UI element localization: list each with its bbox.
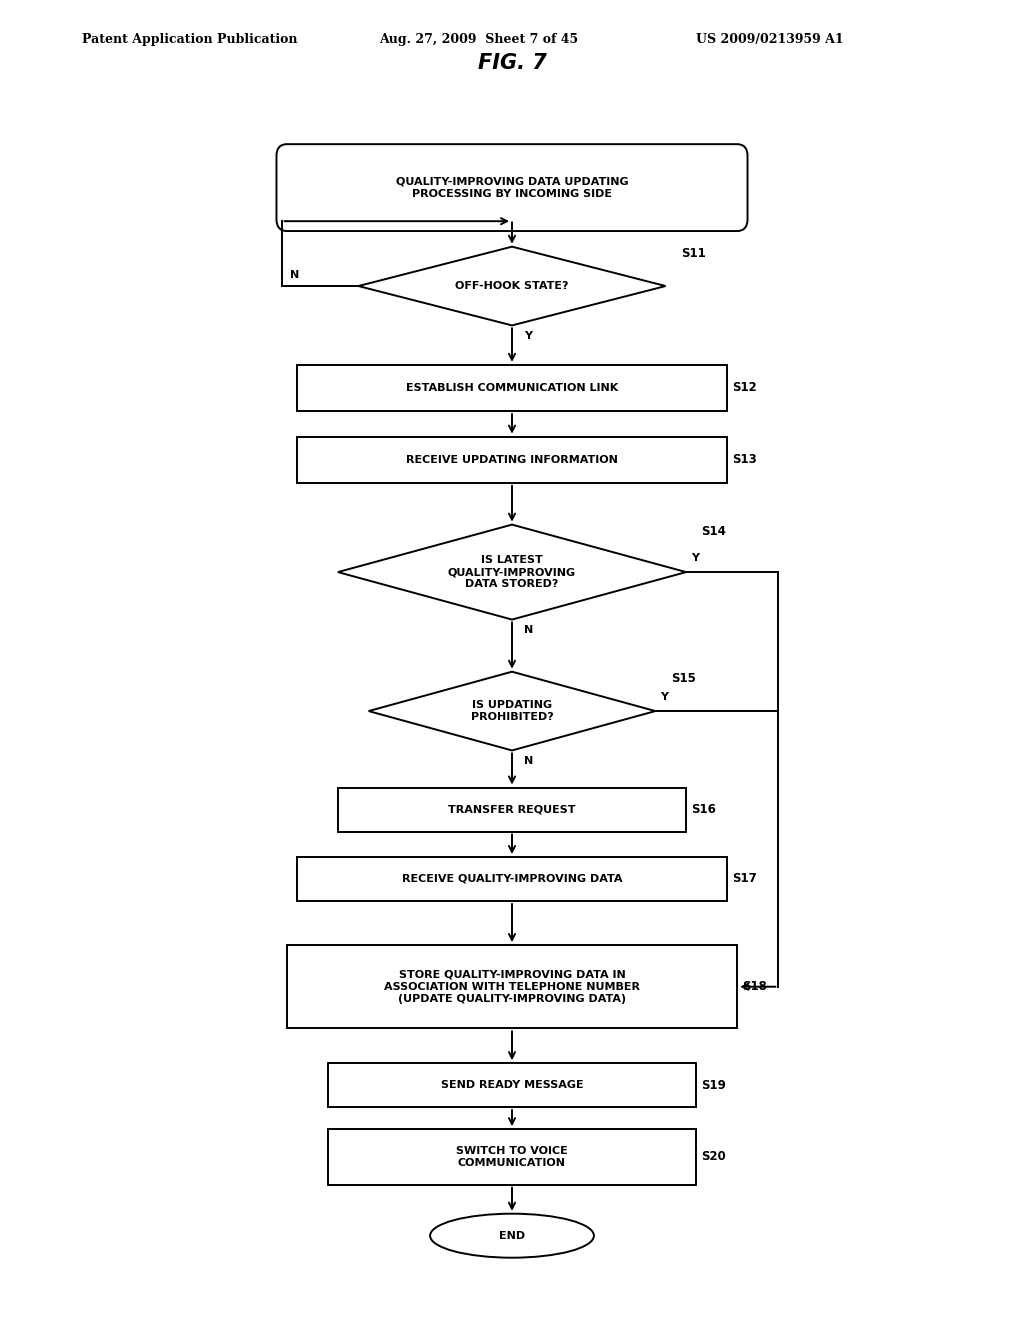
Polygon shape xyxy=(338,524,686,619)
Text: S19: S19 xyxy=(701,1078,726,1092)
Text: S20: S20 xyxy=(701,1151,726,1163)
Polygon shape xyxy=(358,247,666,326)
Bar xyxy=(297,364,727,411)
Bar xyxy=(338,788,686,832)
Ellipse shape xyxy=(430,1213,594,1258)
Text: N: N xyxy=(524,626,534,635)
Text: S13: S13 xyxy=(732,453,757,466)
Text: END: END xyxy=(499,1230,525,1241)
Text: STORE QUALITY-IMPROVING DATA IN
ASSOCIATION WITH TELEPHONE NUMBER
(UPDATE QUALIT: STORE QUALITY-IMPROVING DATA IN ASSOCIAT… xyxy=(384,970,640,1003)
Text: S15: S15 xyxy=(671,672,695,685)
Bar xyxy=(328,1129,696,1185)
Text: SWITCH TO VOICE
COMMUNICATION: SWITCH TO VOICE COMMUNICATION xyxy=(456,1146,568,1168)
Text: RECEIVE UPDATING INFORMATION: RECEIVE UPDATING INFORMATION xyxy=(407,455,617,465)
Text: S18: S18 xyxy=(742,981,767,993)
Text: SEND READY MESSAGE: SEND READY MESSAGE xyxy=(440,1080,584,1090)
Bar xyxy=(297,437,727,483)
Text: Y: Y xyxy=(691,553,699,562)
FancyBboxPatch shape xyxy=(276,144,748,231)
Text: Patent Application Publication: Patent Application Publication xyxy=(82,33,297,46)
Bar xyxy=(328,1063,696,1107)
Text: S14: S14 xyxy=(701,524,726,537)
Text: US 2009/0213959 A1: US 2009/0213959 A1 xyxy=(696,33,844,46)
Text: Y: Y xyxy=(524,331,532,341)
Bar xyxy=(297,857,727,902)
Text: S17: S17 xyxy=(732,873,757,886)
Text: S12: S12 xyxy=(732,381,757,395)
Text: ESTABLISH COMMUNICATION LINK: ESTABLISH COMMUNICATION LINK xyxy=(406,383,618,393)
Text: Aug. 27, 2009  Sheet 7 of 45: Aug. 27, 2009 Sheet 7 of 45 xyxy=(379,33,578,46)
Text: Y: Y xyxy=(660,692,669,702)
Text: OFF-HOOK STATE?: OFF-HOOK STATE? xyxy=(456,281,568,290)
Text: RECEIVE QUALITY-IMPROVING DATA: RECEIVE QUALITY-IMPROVING DATA xyxy=(401,874,623,884)
Text: IS UPDATING
PROHIBITED?: IS UPDATING PROHIBITED? xyxy=(471,700,553,722)
Bar xyxy=(287,945,737,1028)
Text: S16: S16 xyxy=(691,803,716,816)
Polygon shape xyxy=(369,672,655,751)
Text: TRANSFER REQUEST: TRANSFER REQUEST xyxy=(449,804,575,814)
Text: IS LATEST
QUALITY-IMPROVING
DATA STORED?: IS LATEST QUALITY-IMPROVING DATA STORED? xyxy=(447,556,577,589)
Text: N: N xyxy=(524,756,534,766)
Text: FIG. 7: FIG. 7 xyxy=(477,53,547,73)
Text: QUALITY-IMPROVING DATA UPDATING
PROCESSING BY INCOMING SIDE: QUALITY-IMPROVING DATA UPDATING PROCESSI… xyxy=(395,177,629,198)
Text: N: N xyxy=(290,271,299,280)
Text: S11: S11 xyxy=(681,247,706,260)
